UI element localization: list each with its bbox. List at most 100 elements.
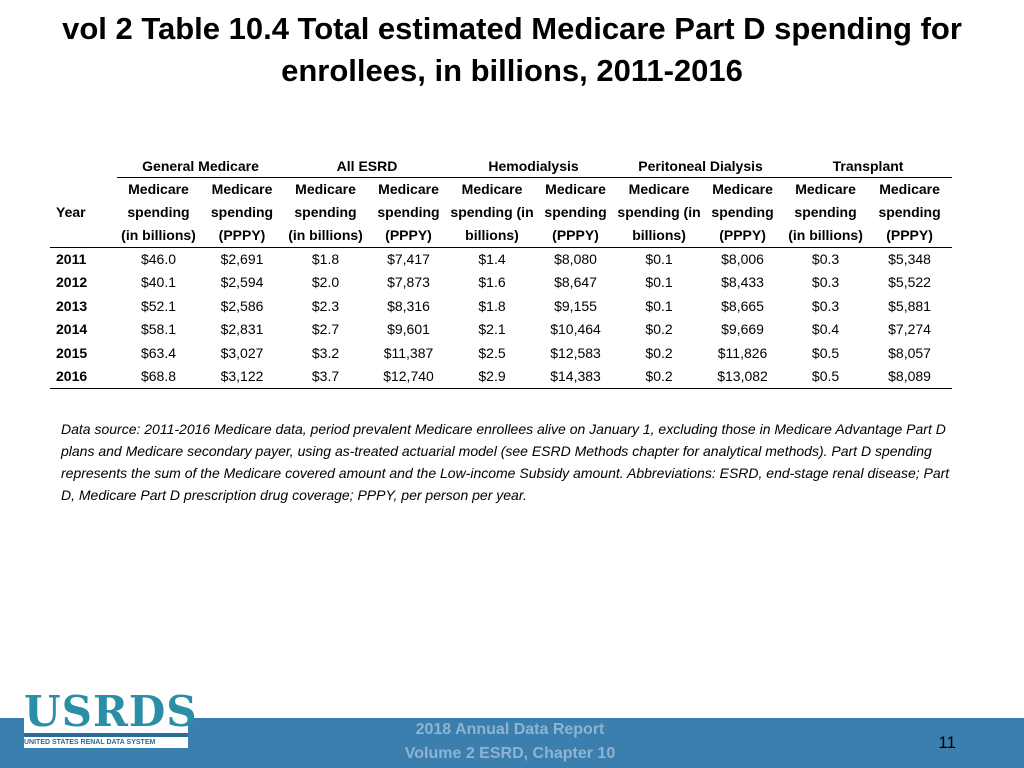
table-cell: $5,348 (888, 251, 931, 267)
table-cell: $5,881 (888, 297, 931, 314)
table-cell: $9,155 (554, 297, 597, 314)
spending-table: General Medicare All ESRD Hemodialysis P… (50, 155, 953, 390)
table-cell: $0.1 (645, 274, 673, 291)
year-column-header: Year (50, 177, 117, 248)
table-cell: $10,464 (550, 321, 601, 338)
group-header-general-medicare: General Medicare (117, 155, 285, 178)
table-cell: $8,057 (888, 344, 931, 361)
table-cell: $11,826 (717, 344, 768, 361)
logo-rule (24, 733, 188, 737)
table-cell: $40.1 (140, 274, 177, 291)
table-cell: $9,601 (387, 321, 430, 338)
table-cell: $0.5 (784, 365, 868, 390)
column-header-spending-pppy: Medicare spending (PPPY) (867, 177, 953, 248)
table-cell: $63.4 (140, 344, 177, 361)
column-header-spending-billions: Medicare spending (in billions) (784, 177, 868, 248)
column-header-spending-billions: Medicare spending (in billions) (284, 177, 368, 248)
table-cell: $2,586 (220, 297, 264, 314)
table-cell: $1.8 (311, 251, 340, 267)
table-cell: $8,089 (867, 365, 953, 390)
table-cell: $8,080 (554, 251, 597, 267)
table-cell: $0.3 (811, 274, 840, 291)
column-header-spending-billions: Medicare spending (in billions) (117, 177, 200, 248)
year-cell: 2011 (56, 251, 87, 267)
table-cell: $2,691 (220, 251, 264, 267)
table-cell: $9,669 (721, 321, 764, 338)
group-header-hemodialysis: Hemodialysis (450, 155, 618, 178)
table-cell: $2.1 (478, 321, 506, 338)
group-header-transplant: Transplant (784, 155, 953, 178)
table-cell: $1.6 (478, 274, 506, 291)
spending-table-container: General Medicare All ESRD Hemodialysis P… (50, 155, 953, 390)
column-header-spending-billions: Medicare spending (in billions) (617, 177, 702, 248)
footer-report-label: 2018 Annual Data Report Volume 2 ESRD, C… (380, 718, 640, 766)
table-cell: $0.1 (645, 297, 673, 314)
table-cell: $0.3 (811, 251, 840, 267)
table-row: 2012 $40.1 $2,594 $2.0 $7,873 $1.6 $8,64… (50, 271, 952, 294)
page-number: 11 (938, 733, 956, 752)
table-cell: $2,831 (220, 321, 264, 338)
table-row: 2016 $68.8 $3,122 $3.7 $12,740 $2.9 $14,… (50, 365, 953, 390)
column-header-spending-pppy: Medicare spending (PPPY) (200, 177, 285, 248)
table-cell: $3.7 (284, 365, 368, 390)
footer-report-title: 2018 Annual Data Report (415, 721, 605, 738)
table-cell: $0.3 (811, 297, 840, 314)
table-cell: $52.1 (140, 297, 177, 314)
table-cell: $3,122 (200, 365, 285, 390)
table-cell: $68.8 (117, 365, 200, 390)
table-cell: $13,082 (701, 365, 785, 390)
usrds-logo: USRDS UNITED STATES RENAL DATA SYSTEM (24, 687, 198, 748)
year-cell: 2015 (56, 344, 88, 361)
group-header-all-esrd: All ESRD (284, 155, 451, 178)
logo-subtext: UNITED STATES RENAL DATA SYSTEM (24, 739, 156, 746)
year-cell: 2016 (50, 365, 117, 390)
column-header-spending-pppy: Medicare spending (PPPY) (367, 177, 451, 248)
table-cell: $7,274 (888, 321, 931, 338)
group-header-spacer (50, 155, 117, 178)
table-cell: $0.4 (811, 321, 840, 338)
table-cell: $2.5 (478, 344, 506, 361)
logo-wordmark: USRDS (24, 687, 198, 736)
table-cell: $3.2 (311, 344, 340, 361)
table-cell: $8,316 (387, 297, 430, 314)
year-cell: 2014 (56, 321, 88, 338)
table-cell: $0.2 (617, 365, 702, 390)
table-cell: $2,594 (220, 274, 264, 291)
table-cell: $11,387 (383, 344, 434, 361)
table-cell: $0.2 (645, 321, 673, 338)
table-cell: $3,027 (220, 344, 264, 361)
page-title: vol 2 Table 10.4 Total estimated Medicar… (62, 11, 962, 88)
table-cell: $2.0 (311, 274, 340, 291)
year-cell: 2013 (56, 297, 88, 314)
data-source-note: Data source: 2011-2016 Medicare data, pe… (61, 421, 950, 503)
table-cell: $8,647 (554, 274, 597, 291)
table-cell: $0.2 (645, 344, 673, 361)
table-cell: $8,665 (721, 297, 764, 314)
group-header-row: General Medicare All ESRD Hemodialysis P… (50, 155, 953, 178)
table-cell: $7,417 (387, 251, 430, 267)
table-row: 2014 $58.1 $2,831 $2.7 $9,601 $2.1 $10,4… (50, 318, 952, 341)
footer-report-volume: Volume 2 ESRD, Chapter 10 (404, 745, 616, 762)
table-cell: $46.0 (140, 251, 177, 267)
table-cell: $2.7 (311, 321, 340, 338)
group-header-peritoneal-dialysis: Peritoneal Dialysis (617, 155, 785, 178)
table-cell: $1.8 (478, 297, 506, 314)
table-row: 2013 $52.1 $2,586 $2.3 $8,316 $1.8 $9,15… (50, 295, 952, 318)
table-cell: $14,383 (534, 365, 618, 390)
year-cell: 2012 (56, 274, 88, 291)
table-cell: $0.1 (645, 251, 673, 267)
column-header-row: Year Medicare spending (in billions) Med… (50, 177, 953, 248)
table-cell: $1.4 (478, 251, 506, 267)
table-cell: $12,583 (550, 344, 601, 361)
table-cell: $5,522 (888, 274, 931, 291)
table-row: 2011 $46.0 $2,691 $1.8 $7,417 $1.4 $8,08… (50, 248, 952, 272)
table-cell: $2.3 (311, 297, 340, 314)
column-header-spending-pppy: Medicare spending (PPPY) (701, 177, 785, 248)
table-cell: $8,006 (721, 251, 764, 267)
column-header-spending-pppy: Medicare spending (PPPY) (534, 177, 618, 248)
table-cell: $8,433 (721, 274, 764, 291)
table-cell: $58.1 (140, 321, 177, 338)
table-cell: $12,740 (367, 365, 451, 390)
table-cell: $0.5 (811, 344, 840, 361)
table-cell: $7,873 (387, 274, 430, 291)
